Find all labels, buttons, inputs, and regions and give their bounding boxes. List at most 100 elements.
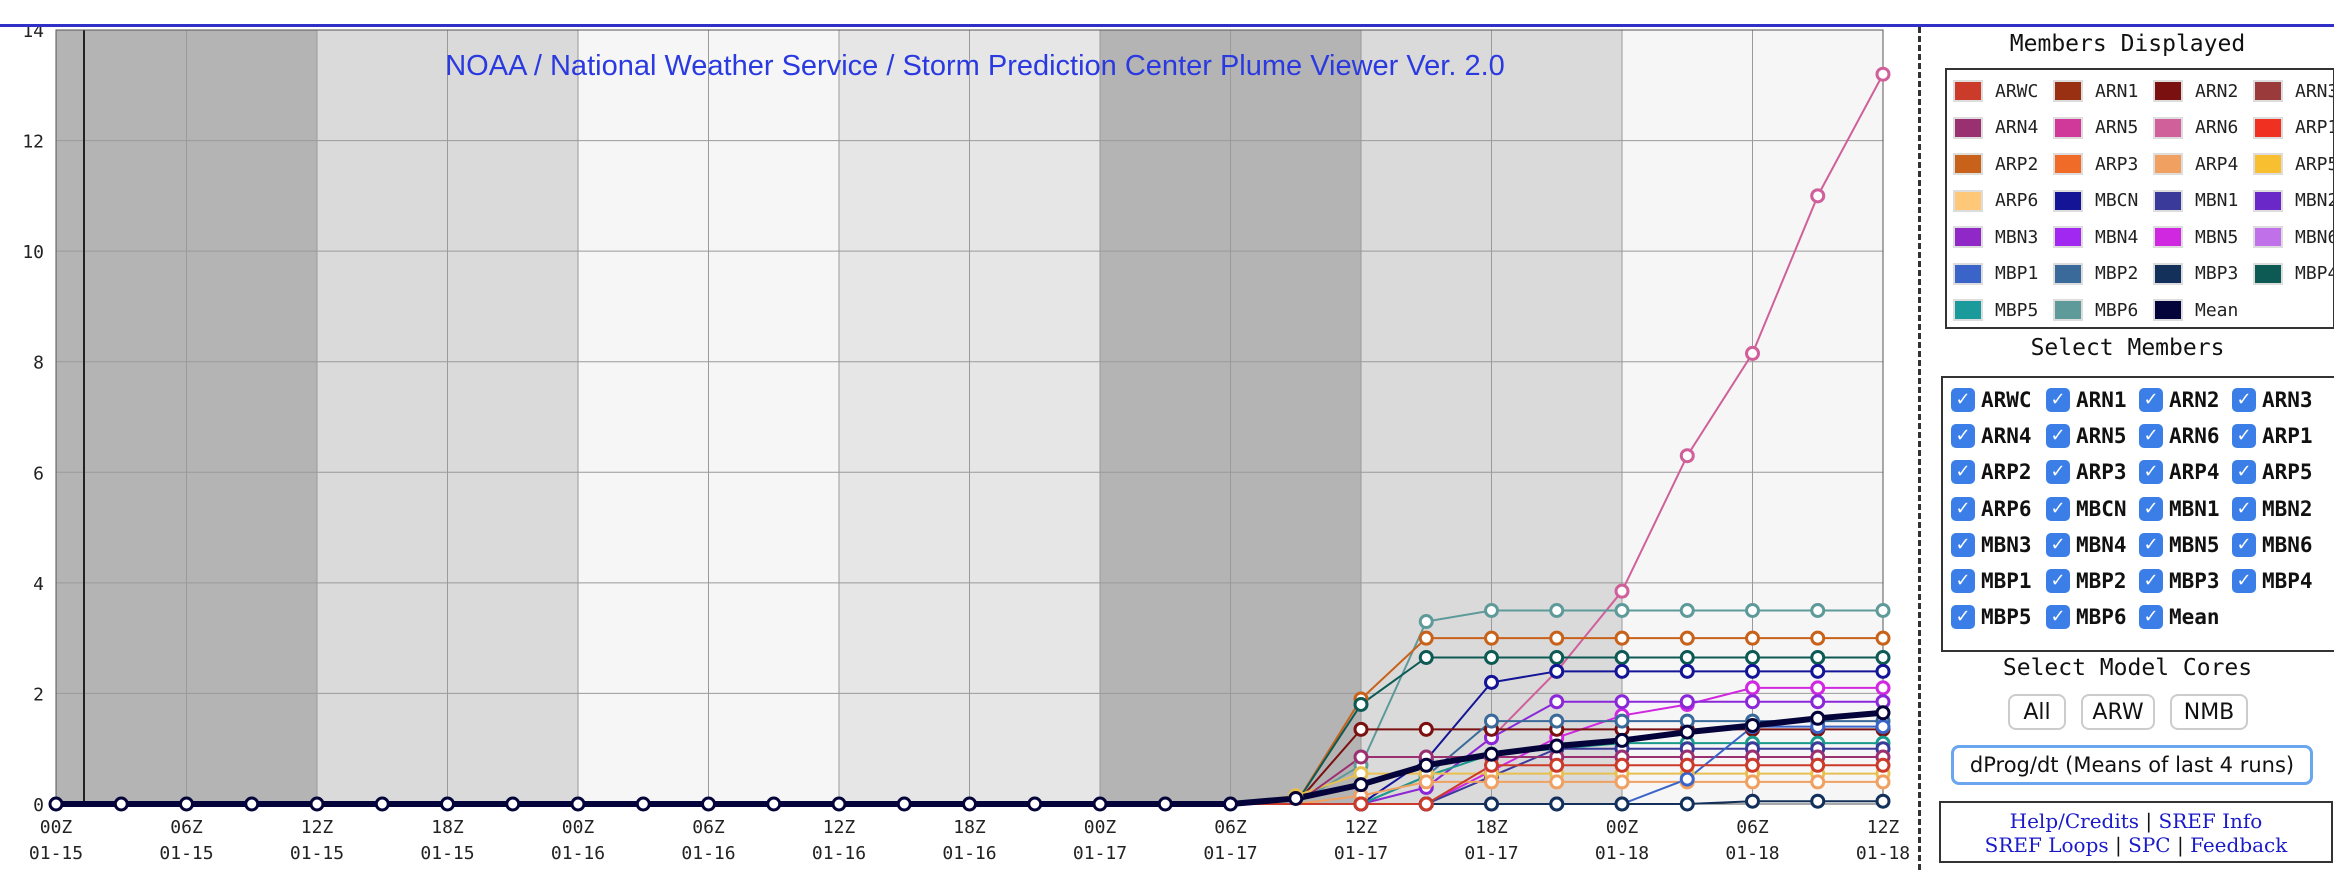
member-checkbox-mbn2[interactable]: ✓ MBN2: [2232, 493, 2313, 525]
member-checkbox-mbcn[interactable]: ✓ MBCN: [2046, 493, 2127, 525]
checkbox-checked-icon[interactable]: ✓: [1951, 424, 1975, 449]
member-checkbox-arp1[interactable]: ✓ ARP1: [2232, 420, 2313, 452]
sref-loops-link[interactable]: SREF Loops: [1984, 833, 2109, 857]
legend-swatch: [1953, 262, 1983, 285]
checkbox-checked-icon[interactable]: ✓: [2046, 532, 2070, 557]
member-checkbox-mbp6[interactable]: ✓ MBP6: [2046, 601, 2127, 633]
data-point-mbcn: [1810, 663, 1826, 679]
legend-label: MBN2: [2295, 190, 2333, 211]
checkbox-checked-icon[interactable]: ✓: [1951, 569, 1975, 593]
legend-label: MBN3: [1995, 226, 2039, 248]
checkbox-checked-icon[interactable]: ✓: [2232, 496, 2256, 521]
legend-label: MBP6: [2095, 299, 2139, 321]
member-checkbox-arn3[interactable]: ✓ ARN3: [2232, 384, 2313, 416]
checkbox-checked-icon[interactable]: ✓: [2139, 569, 2163, 593]
checkbox-checked-icon[interactable]: ✓: [2046, 605, 2070, 630]
checkbox-checked-icon[interactable]: ✓: [1951, 532, 1975, 557]
member-checkbox-arwc[interactable]: ✓ ARWC: [1951, 384, 2032, 416]
data-point-mbp4: [1875, 649, 1891, 665]
member-checkbox-arp2[interactable]: ✓ ARP2: [1951, 456, 2032, 488]
member-checkbox-mbp2[interactable]: ✓ MBP2: [2046, 565, 2127, 597]
member-checkbox-arp4[interactable]: ✓ ARP4: [2139, 456, 2220, 488]
member-checkbox-mbp1[interactable]: ✓ MBP1: [1951, 565, 2032, 597]
checkbox-checked-icon[interactable]: ✓: [2232, 569, 2256, 593]
data-point-mbp2: [1484, 713, 1499, 729]
member-checkbox-arn2[interactable]: ✓ ARN2: [2139, 384, 2220, 416]
checkbox-checked-icon[interactable]: ✓: [2139, 532, 2163, 557]
checkbox-checked-icon[interactable]: ✓: [2046, 569, 2070, 593]
checkbox-checked-icon[interactable]: ✓: [2046, 424, 2070, 449]
y-tick-label: 14: [22, 27, 44, 42]
x-tick-date: 01-17: [1334, 843, 1388, 864]
member-checkbox-arn6[interactable]: ✓ ARN6: [2139, 420, 2220, 452]
member-checkbox-arp3[interactable]: ✓ ARP3: [2046, 456, 2127, 488]
spc-link[interactable]: SPC: [2128, 833, 2171, 857]
data-point-arp2: [1875, 630, 1891, 646]
member-checkbox-arp5[interactable]: ✓ ARP5: [2232, 456, 2313, 488]
all-cores-button[interactable]: All: [2008, 694, 2066, 730]
member-checkbox-mbn1[interactable]: ✓ MBN1: [2139, 493, 2220, 525]
checkbox-checked-icon[interactable]: ✓: [2139, 460, 2163, 485]
data-point-mean: [1810, 710, 1826, 726]
member-checkbox-arn5[interactable]: ✓ ARN5: [2046, 420, 2127, 452]
checkbox-checked-icon[interactable]: ✓: [2232, 388, 2256, 412]
member-checkbox-mbp3[interactable]: ✓ MBP3: [2139, 565, 2220, 597]
checkbox-checked-icon[interactable]: ✓: [2046, 388, 2070, 412]
legend-item-mbp3: MBP3: [2153, 259, 2238, 289]
legend-swatch: [2253, 153, 2283, 175]
checkbox-checked-icon[interactable]: ✓: [2232, 532, 2256, 557]
nmb-cores-button[interactable]: NMB: [2170, 694, 2248, 730]
checkbox-checked-icon[interactable]: ✓: [2046, 460, 2070, 485]
checkbox-checked-icon[interactable]: ✓: [2232, 460, 2256, 485]
legend-item-mean: Mean: [2153, 295, 2238, 325]
checkbox-checked-icon[interactable]: ✓: [1951, 388, 1975, 412]
model-cores-title: Select Model Cores: [2002, 655, 2253, 681]
help-credits-link[interactable]: Help/Credits: [2009, 809, 2140, 833]
data-point-mbp6: [1679, 603, 1695, 618]
y-tick-label: 6: [33, 463, 44, 484]
data-point-mean: [831, 796, 847, 812]
member-checkbox-mean[interactable]: ✓ Mean: [2139, 601, 2220, 633]
member-checkbox-mbp5[interactable]: ✓ MBP5: [1951, 601, 2032, 633]
checkbox-checked-icon[interactable]: ✓: [2232, 424, 2256, 449]
checkbox-checked-icon[interactable]: ✓: [1951, 460, 1975, 485]
legend-label: ARP5: [2295, 153, 2333, 175]
legend-swatch: [1953, 80, 1983, 102]
data-point-arp2: [1745, 630, 1760, 646]
member-checkbox-arn1[interactable]: ✓ ARN1: [2046, 384, 2127, 416]
data-point-arp4: [1745, 774, 1760, 790]
checkbox-checked-icon[interactable]: ✓: [2139, 388, 2163, 412]
data-point-mean: [1549, 738, 1565, 754]
member-checkbox-mbn3[interactable]: ✓ MBN3: [1951, 529, 2032, 561]
data-point-mean: [570, 796, 586, 812]
member-checkbox-mbn6[interactable]: ✓ MBN6: [2232, 529, 2313, 561]
data-point-mean: [440, 796, 455, 812]
member-checkbox-mbn4[interactable]: ✓ MBN4: [2046, 529, 2127, 561]
checkbox-checked-icon[interactable]: ✓: [1951, 496, 1975, 521]
data-point-mean: [1418, 757, 1434, 773]
checkbox-checked-icon[interactable]: ✓: [2139, 496, 2163, 521]
member-checkbox-mbn5[interactable]: ✓ MBN5: [2139, 529, 2220, 561]
checkbox-checked-icon[interactable]: ✓: [2046, 496, 2070, 521]
member-label: ARP3: [2076, 460, 2127, 485]
member-checkbox-mbp4[interactable]: ✓ MBP4: [2232, 565, 2313, 597]
x-tick-date: 01-16: [681, 843, 735, 864]
dprog-dt-button[interactable]: dProg/dt (Means of last 4 runs): [1951, 745, 2313, 785]
legend-label: ARN3: [2295, 80, 2333, 102]
arw-cores-button[interactable]: ARW: [2081, 694, 2155, 730]
checkbox-checked-icon[interactable]: ✓: [2139, 605, 2163, 630]
legend-item-arp3: ARP3: [2053, 149, 2138, 179]
data-point-mbp4: [1484, 649, 1499, 665]
checkbox-checked-icon[interactable]: ✓: [2139, 424, 2163, 449]
y-tick-label: 8: [33, 353, 44, 374]
sref-info-link[interactable]: SREF Info: [2158, 809, 2263, 833]
feedback-link[interactable]: Feedback: [2190, 833, 2288, 857]
x-tick-hour: 12Z: [823, 817, 856, 838]
member-checkbox-arn4[interactable]: ✓ ARN4: [1951, 420, 2032, 452]
data-point-arp4: [1810, 774, 1826, 790]
legend-item-arp1: ARP1: [2253, 113, 2333, 143]
checkbox-checked-icon[interactable]: ✓: [1951, 605, 1975, 630]
member-checkbox-arp6[interactable]: ✓ ARP6: [1951, 493, 2032, 525]
data-point-mbp3: [1484, 796, 1499, 812]
data-point-mbn5: [1745, 680, 1760, 696]
